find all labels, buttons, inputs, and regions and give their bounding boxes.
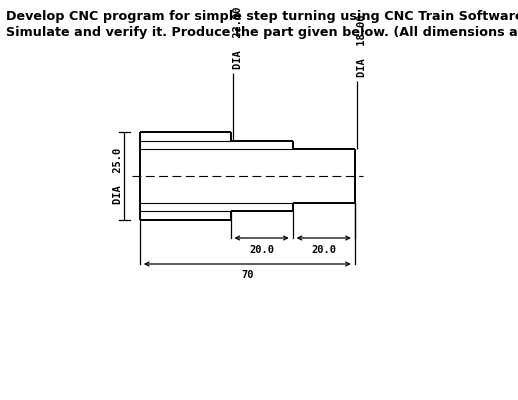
Text: 20.0: 20.0 bbox=[249, 245, 274, 255]
Text: Develop CNC program for simple step turning using CNC Train Software Package,: Develop CNC program for simple step turn… bbox=[6, 10, 518, 23]
Text: 70: 70 bbox=[241, 270, 254, 280]
Text: DIA  18.00: DIA 18.00 bbox=[357, 14, 367, 77]
Text: Simulate and verify it. Produce the part given below. (All dimensions are in MM): Simulate and verify it. Produce the part… bbox=[6, 26, 518, 39]
Text: DIA  22.00: DIA 22.00 bbox=[233, 6, 243, 69]
Text: 20.0: 20.0 bbox=[311, 245, 336, 255]
Text: DIA  25.0: DIA 25.0 bbox=[112, 148, 123, 204]
